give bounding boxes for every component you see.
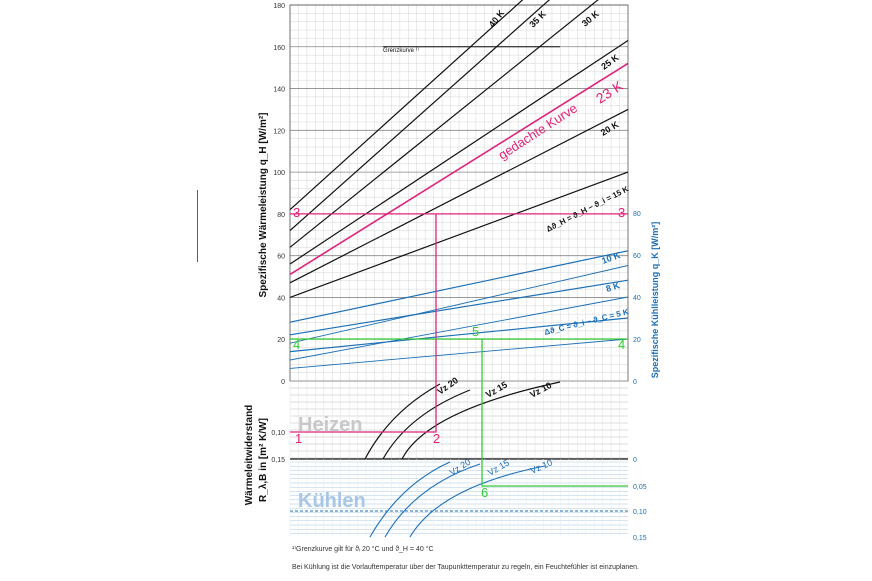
title-kuehlen: Kühlen [298,490,366,512]
y-tick-heat: 80 [277,212,285,219]
series-line-35k [289,0,551,232]
y-tick-heat: 20 [277,337,285,344]
y-tick-cool: 0 [633,379,637,386]
marker-3-left: 3 [293,205,300,220]
y-tick-heat: 180 [273,3,285,10]
marker-6: 6 [481,485,488,500]
y-tick-cool: 60 [633,253,641,260]
y-tick-res-cool: 0,10 [633,509,647,516]
y-ticks-cool: 0 20 40 60 80 [633,211,641,386]
y-axis-title-heat: Spezifische Wärmeleistung q_H [W/m²] [258,112,269,297]
y-tick-res-cool: 0,15 [633,535,647,542]
series-line-30k [289,0,599,248]
series-line-cool-5k [289,317,629,353]
label-delta-cool: Δϑ_C = ϑ_i − ϑ_C = 5 K [543,307,629,337]
title-heizen: Heizen [298,414,362,436]
marker-3-right: 3 [618,205,625,220]
label-35k: 35 K [527,9,548,30]
cool-helper-line [289,265,629,344]
grid [289,4,629,537]
series-line-15k [289,171,629,299]
vz-curve-heat [401,381,561,460]
y-tick-heat: 0 [281,379,285,386]
y-ticks-heat: 0 20 40 60 80 100 120 140 160 180 [273,3,285,386]
series-line-23k [289,62,629,276]
footnote-2: Bei Kühlung ist die Vorlauftemperatur üb… [292,564,639,571]
y-tick-res: 0,15 [271,457,285,464]
y-tick-heat: 120 [273,128,285,135]
y-tick-heat: 160 [273,45,285,52]
footnote-1: ¹⁾Grenzkurve gilt für ϑᵢ 20 °C und ϑ_H =… [292,546,434,553]
cool-helper-line [289,338,629,369]
label-dashed-curve: gedachte Kurve [495,100,580,162]
label-40k: 40 K [487,8,507,30]
cool-helper-line [289,296,629,361]
y-ticks-resistance: 0,10 0,15 0 0,05 0,10 0,15 [271,430,646,542]
vz-curve-cool [409,465,546,538]
label-grenzkurve: Grenzkurve ¹⁾ [383,47,420,54]
vz-curve-cool [369,461,451,538]
vz-curve-heat [364,383,441,460]
y-tick-heat: 60 [277,254,285,261]
guide-green-path [481,339,628,487]
label-8k: 8 K [605,280,622,294]
marker-1: 1 [295,431,302,446]
guide-pink-path [290,213,437,433]
y-axis-title-cool: Spezifische Kühlleistung q_K [W/m²] [650,222,660,379]
y-tick-res: 0,10 [271,430,285,437]
curves [289,0,629,538]
y-axis-title-res-1: Wärmeleitwiderstand [244,405,255,506]
y-tick-cool: 80 [633,211,641,218]
series-line-cool-8k [289,279,629,336]
vz20-heat: Vz 20 [435,375,460,396]
series-line-40k [289,0,524,211]
y-tick-cool: 20 [633,337,641,344]
series-line-25k [289,40,629,265]
y-tick-heat: 100 [273,170,285,177]
y-tick-cool: 40 [633,295,641,302]
vz-curve-cool [384,463,481,538]
vz-curve-heat [382,389,471,460]
marker-2: 2 [433,431,440,446]
series-line-cool-10k [289,250,629,323]
series-line-20k [289,108,629,284]
y-tick-res-cool: 0,05 [633,484,647,491]
y-axis-title-res-2: R_λ,B in [m² K/W] [258,418,269,502]
vz10-heat: Vz 10 [528,380,553,400]
y-tick-heat: 40 [277,295,285,302]
vz15-heat: Vz 15 [484,380,509,400]
y-tick-heat: 140 [273,87,285,94]
marker-5: 5 [472,324,479,339]
vz10-cool: Vz 10 [529,457,554,475]
marker-4-right: 4 [618,337,625,352]
y-tick-res-cool: 0 [633,457,637,464]
marker-4-left: 4 [293,337,300,352]
accent-line [197,190,198,262]
